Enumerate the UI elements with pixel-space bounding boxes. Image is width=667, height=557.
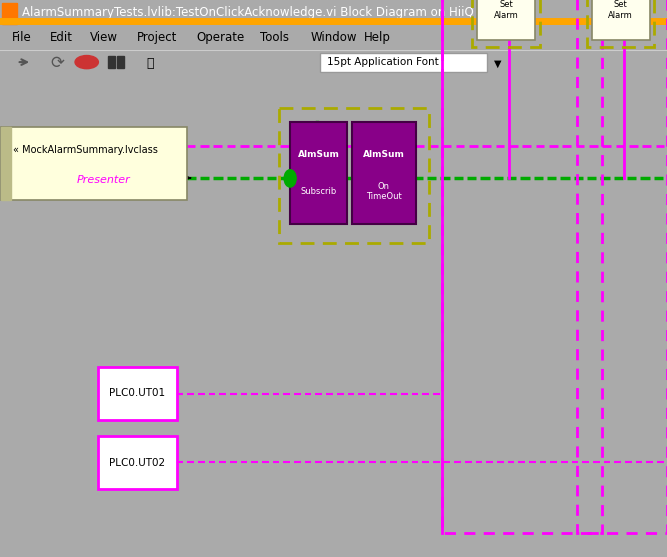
Text: Edit: Edit [50, 31, 73, 44]
Text: AlarmSummaryTests.lvlib:TestOnClickAcknowledge.vi Block Diagram on HiiQ_SCA: AlarmSummaryTests.lvlib:TestOnClickAckno… [22, 6, 504, 19]
FancyBboxPatch shape [290, 123, 347, 224]
FancyBboxPatch shape [98, 367, 177, 420]
Bar [1, 127, 11, 199]
FancyBboxPatch shape [592, 0, 650, 40]
Text: Project: Project [137, 31, 177, 44]
Text: Set
Alarm: Set Alarm [494, 0, 518, 19]
Text: AlmSum: AlmSum [297, 150, 340, 159]
Text: Tools: Tools [260, 31, 289, 44]
FancyBboxPatch shape [320, 52, 487, 72]
FancyBboxPatch shape [1, 127, 187, 199]
Circle shape [284, 170, 296, 187]
Text: On
TimeOut: On TimeOut [366, 182, 402, 201]
Bar [108, 56, 115, 68]
Text: Operate: Operate [197, 31, 245, 44]
Text: PLC0.UT02: PLC0.UT02 [109, 458, 165, 468]
Text: « MockAlarmSummary.lvclass: « MockAlarmSummary.lvclass [13, 145, 157, 155]
Text: ⟳: ⟳ [50, 54, 64, 72]
FancyBboxPatch shape [477, 0, 535, 40]
Text: ▼: ▼ [494, 58, 501, 69]
Text: Subscrib: Subscrib [300, 187, 337, 196]
Text: Set
Alarm: Set Alarm [608, 0, 633, 19]
Text: 15pt Application Font: 15pt Application Font [327, 57, 439, 67]
Ellipse shape [75, 56, 99, 69]
Bar [2, 3, 17, 23]
Text: PLC0.UT01: PLC0.UT01 [109, 388, 165, 398]
FancyBboxPatch shape [352, 123, 416, 224]
Text: Help: Help [364, 31, 390, 44]
Text: Window: Window [310, 31, 357, 44]
Text: AlmSum: AlmSum [363, 150, 405, 159]
Bar [117, 56, 124, 68]
Text: 💡: 💡 [147, 57, 154, 70]
Text: File: File [12, 31, 32, 44]
Text: Presenter: Presenter [77, 175, 130, 185]
Text: View: View [90, 31, 118, 44]
FancyBboxPatch shape [98, 436, 177, 490]
